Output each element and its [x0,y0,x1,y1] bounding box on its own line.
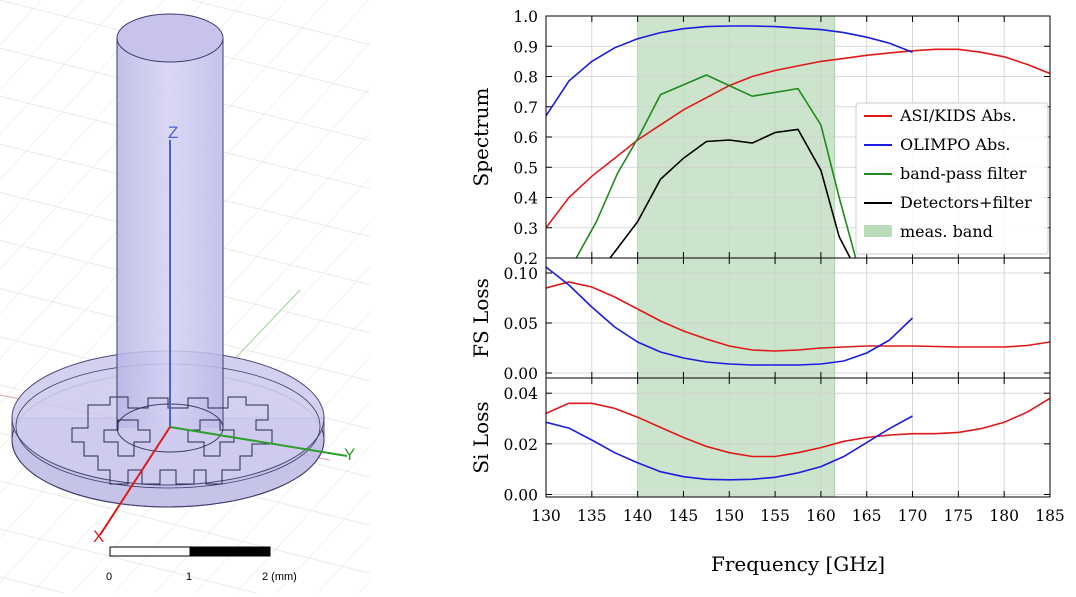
scale-tick-2: 2 (mm) [262,571,297,583]
scale-tick-1: 1 [186,571,192,583]
y-tick-label: 0.02 [503,436,538,454]
series-line-olimpo-abs- [546,25,913,117]
y-axis-line [169,426,348,457]
y-tick-label: 0.2 [513,250,538,268]
x-tick-label: 170 [898,507,928,525]
series-line-band-pass-filter [575,74,857,258]
x-axis-label: Frequency [GHz] [711,552,885,576]
x-tick-label: 155 [760,507,790,525]
legend-label: band-pass filter [900,164,1027,183]
y-tick-label: 0.7 [513,99,538,117]
y-tick-label: 0.5 [513,159,538,177]
legend-label: OLIMPO Abs. [900,135,1011,154]
series-line-asi-kids [546,281,1050,352]
y-tick-label: 0.05 [503,315,538,333]
x-tick-label: 180 [989,507,1019,525]
scale-tick-0: 0 [106,571,112,583]
x-tick-label: 160 [806,507,836,525]
x-tick-label: 130 [531,507,561,525]
y-tick-label: 0.6 [513,129,538,147]
y-tick-label: 0.3 [513,220,538,238]
y-tick-label: 0.4 [513,190,538,208]
series-line-detectors-filter [609,128,851,258]
x-tick-label: 175 [944,507,974,525]
x-tick-label: 150 [714,507,744,525]
y-tick-label: 0.00 [503,365,538,383]
panel-frame [545,377,1051,498]
spectrum-chart: 0.20.30.40.50.60.70.80.91.0Spectrum0.000… [469,8,1065,576]
y-tick-label: 0.04 [503,385,538,403]
y-tick-label: 0.9 [513,38,538,56]
y-axis-label: Y [344,445,355,464]
z-axis-label: Z [168,123,178,142]
x-tick-label: 185 [1035,507,1065,525]
legend-label: Detectors+filter [900,193,1032,212]
y-axis-label: FS Loss [469,278,493,358]
series-line-olimpo [546,415,913,481]
fractal-antenna-pattern [71,396,273,485]
y-tick-label: 0.00 [503,486,538,504]
scale-bar: 0 1 2 (mm) [106,546,297,583]
panel-top: 0.2 0.3 0.4 0.5 0.6 0.7 0.8 0.9 1.0 Spectrum [469,8,1051,268]
legend-label: meas. band [900,222,993,241]
y-tick-label: 1.0 [513,8,538,26]
y-tick-label: 0.10 [503,265,538,283]
x-tick-label: 135 [577,507,607,525]
y-axis-label: Spectrum [469,87,493,186]
cad-3d-view: Z Y X 0 1 2 (mm) [0,0,370,593]
legend-box [855,102,1049,255]
legend-label: ASI/KIDS Abs. [899,106,1016,125]
panel-middle: 0.00 0.05 0.10 FS Loss [469,257,1051,383]
x-tick-label: 165 [852,507,882,525]
panel-bottom: 0.00 0.02 0.04 Si Loss 130 135 140 145 150 155 160… [469,377,1065,576]
series-line-asi-kids-abs- [546,48,1050,229]
x-axis-line [99,426,171,536]
series-line-asi-kids [546,397,1050,458]
legend-swatch [864,225,892,237]
x-tick-label: 145 [669,507,699,525]
x-axis-label: X [93,527,104,546]
x-tick-label: 140 [623,507,653,525]
y-axis-label: Si Loss [469,401,493,473]
legend: ASI/KIDS Abs. OLIMPO Abs. band-pass filter… [855,102,1049,255]
series-line-olimpo [546,266,914,366]
y-tick-label: 0.8 [513,69,538,87]
meas-band [637,257,836,379]
